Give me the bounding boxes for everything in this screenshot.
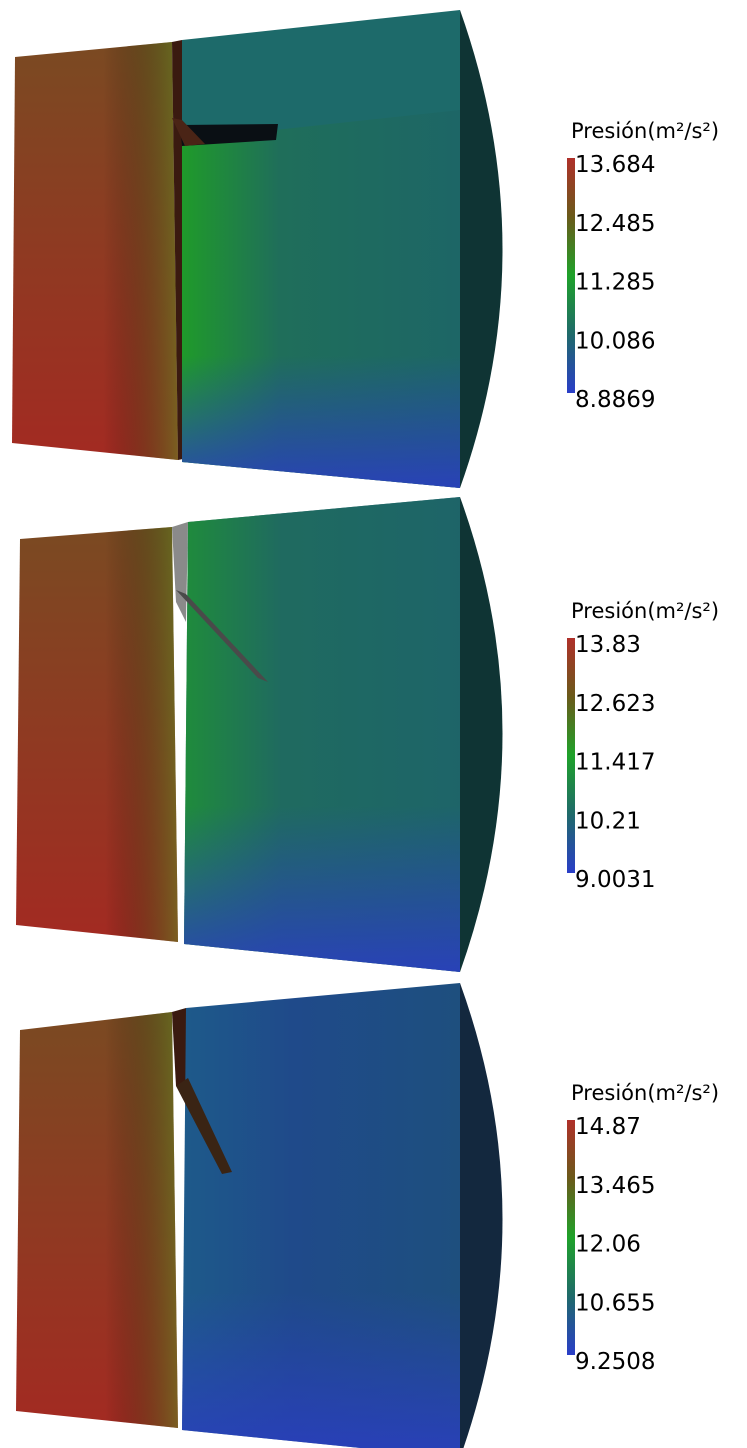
panel-2: [16, 497, 503, 972]
color-legend: Presión(m²/s²) 14.87 13.465 12.06 10.655 9.25…: [567, 1081, 719, 1375]
scene: Presión(m²/s²) 13.684 12.485 11.285 10.086 8.…: [0, 0, 747, 1448]
color-legend: Presión(m²/s²) 13.83 12.623 11.417 10.21 9.00…: [567, 599, 719, 893]
legend-tick-label: 10.086: [575, 328, 655, 354]
color-bar: [567, 158, 575, 393]
legend-tick-label: 12.06: [575, 1232, 641, 1258]
legend-tick-label: 11.285: [575, 270, 655, 296]
legend-tick-label: 11.417: [575, 750, 655, 776]
legend-tick-label: 10.655: [575, 1290, 655, 1316]
legend-tick-label: 14.87: [575, 1114, 641, 1140]
legend-tick-label: 12.623: [575, 691, 655, 717]
legend-tick-label: 9.0031: [575, 867, 655, 893]
color-legend: Presión(m²/s²) 13.684 12.485 11.285 10.086 8.…: [567, 119, 719, 413]
legend-tick-label: 10.21: [575, 808, 641, 834]
legend-tick-label: 13.83: [575, 632, 641, 658]
legend-tick-label: 13.465: [575, 1173, 655, 1199]
legend-tick-label: 12.485: [575, 211, 655, 237]
color-bar: [567, 1120, 575, 1355]
color-bar: [567, 638, 575, 873]
legend-title: Presión(m²/s²): [571, 119, 719, 143]
panel-3: [16, 983, 503, 1448]
legend-tick-label: 13.684: [575, 152, 655, 178]
legend-title: Presión(m²/s²): [571, 1081, 719, 1105]
legend-tick-label: 8.8869: [575, 387, 655, 413]
legend-tick-label: 9.2508: [575, 1349, 655, 1375]
panel-1: [12, 10, 503, 488]
legend-title: Presión(m²/s²): [571, 599, 719, 623]
page: {"panels": [ {"legend": {"title": "Presi…: [0, 0, 747, 1448]
